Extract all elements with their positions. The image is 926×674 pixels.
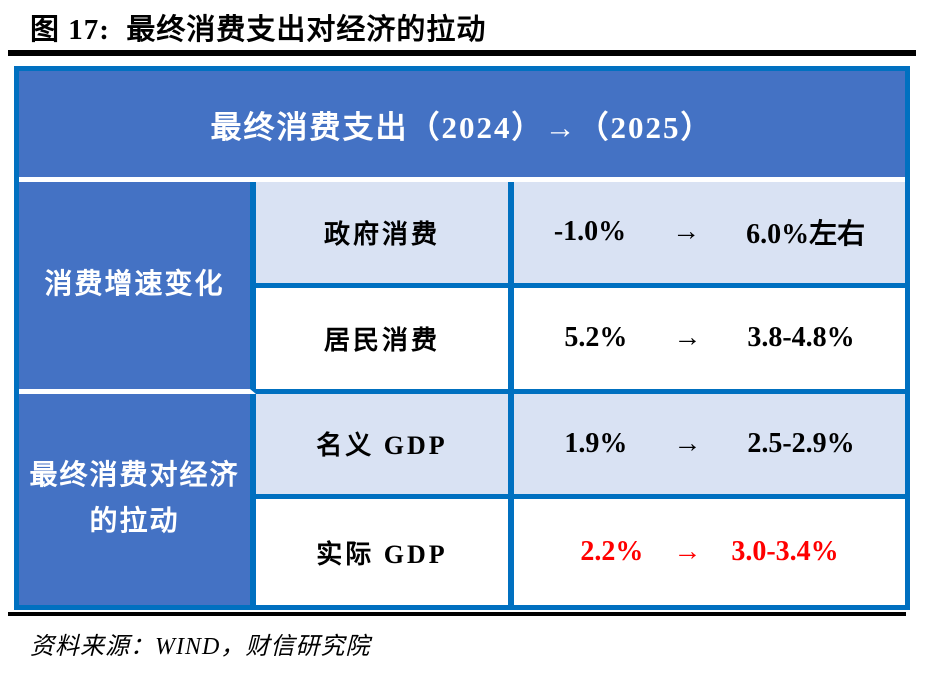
cell-text: 居民消费 <box>323 325 440 355</box>
value-to: 2.5-2.9% <box>747 427 855 459</box>
row-group-consumption-growth: 消费增速变化 <box>19 182 256 394</box>
row-group-gdp-pull: 最终消费对经济的拉动 <box>19 393 256 605</box>
row-label-resident-consumption: 居民消费 <box>256 287 514 394</box>
table-header-label: 最终消费支出（2024）→（2025） <box>210 109 714 145</box>
row-label-nominal-gdp: 名义 GDP <box>256 393 514 500</box>
table-body: 消费增速变化 最终消费对经济的拉动 政府消费 -1.0% → 6.0%左右 居民… <box>19 182 905 605</box>
table-header: 最终消费支出（2024）→（2025） <box>19 71 905 182</box>
source-divider-rule <box>8 612 906 616</box>
source-attribution: 资料来源：WIND，财信研究院 <box>30 634 371 660</box>
arrow-icon: → <box>673 322 702 354</box>
row-value-government-consumption: -1.0% → 6.0%左右 <box>514 182 905 288</box>
row-value-resident-consumption: 5.2% → 3.8-4.8% <box>514 287 905 394</box>
consumption-table: 最终消费支出（2024）→（2025） 消费增速变化 最终消费对经济的拉动 政府… <box>14 66 910 610</box>
value-to: 3.0-3.4% <box>731 536 839 568</box>
value-to: 3.8-4.8% <box>747 322 855 354</box>
cell-text: 名义 GDP <box>316 431 448 461</box>
figure-title: 图 17: 最终消费支出对经济的拉动 <box>30 14 487 46</box>
row-label-government-consumption: 政府消费 <box>256 182 514 288</box>
arrow-icon: → <box>673 536 702 568</box>
row-label-real-gdp: 实际 GDP <box>256 499 514 605</box>
row-group-label: 消费增速变化 <box>44 269 225 301</box>
value-from: 2.2% <box>580 536 644 568</box>
value-from: 5.2% <box>564 322 628 354</box>
row-value-real-gdp: 2.2% → 3.0-3.4% <box>514 499 905 605</box>
value-from: 1.9% <box>564 427 628 459</box>
row-value-nominal-gdp: 1.9% → 2.5-2.9% <box>514 393 905 500</box>
arrow-icon: → <box>673 427 702 459</box>
title-divider-rule <box>8 50 916 56</box>
cell-text: 实际 GDP <box>316 539 448 569</box>
value-to: 6.0%左右 <box>746 219 866 251</box>
row-group-label: 最终消费对经济的拉动 <box>29 460 240 538</box>
arrow-icon: → <box>672 216 701 248</box>
value-from: -1.0% <box>553 216 627 248</box>
cell-text: 政府消费 <box>323 219 440 249</box>
